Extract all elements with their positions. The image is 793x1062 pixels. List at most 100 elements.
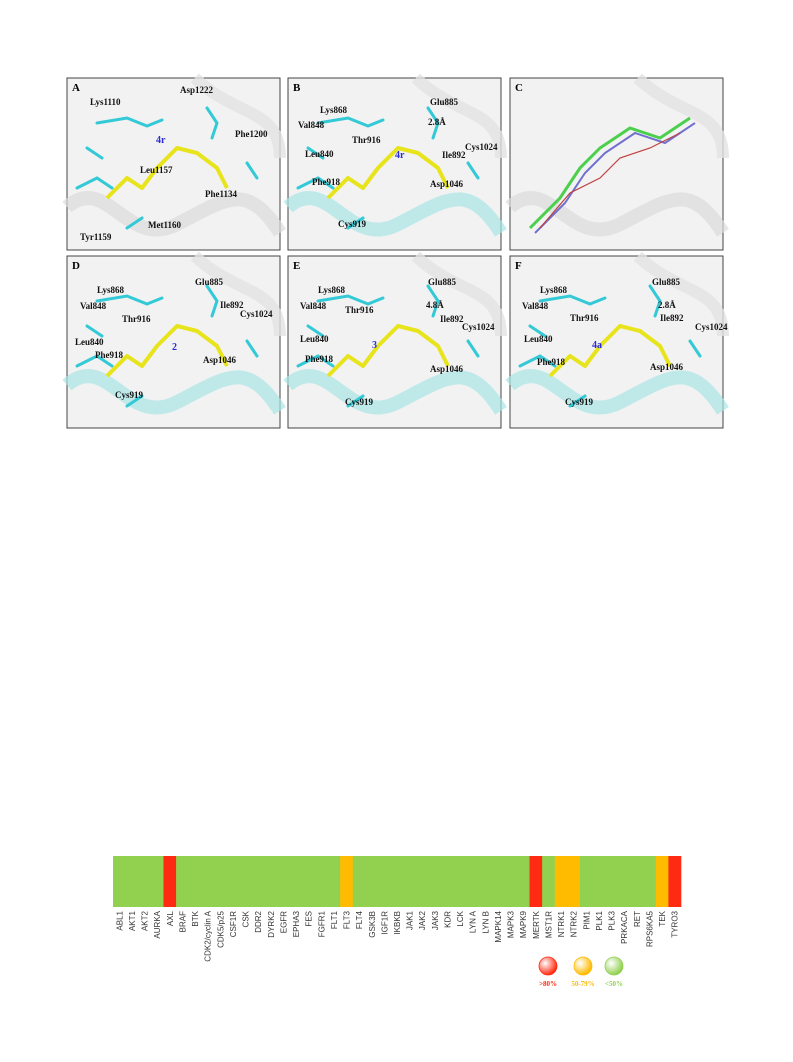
kinase-label: PLK3 xyxy=(608,910,617,930)
heatmap-cell xyxy=(491,856,505,907)
kinase-label: DYRK2 xyxy=(267,910,276,937)
panel: D Glu885 Lys868 Val848 Ile892 Thr916 Cys1024 Le… xyxy=(62,251,286,429)
kinase-label: DDR2 xyxy=(254,910,263,932)
ligand-sticks xyxy=(534,122,696,234)
kinase-label: JAK1 xyxy=(406,910,415,930)
residue-label: Val848 xyxy=(80,301,107,311)
kinase-label: TYRO3 xyxy=(671,910,680,937)
panel: A Lys1110 Asp1222 Phe1200 Leu1157 Phe1134 Tyr1… xyxy=(62,73,286,251)
legend-label: 50-79% xyxy=(571,980,594,988)
ligand-label: 4r xyxy=(156,135,166,146)
kinase-label: LYN B xyxy=(481,911,490,934)
kinase-label: RPS6KA5 xyxy=(645,910,654,947)
panel: B Glu885 Lys868 Val848 2.8Å Thr916 Leu840 Ile89… xyxy=(283,73,507,251)
heatmap-cell xyxy=(428,856,442,907)
residue-label: Leu840 xyxy=(300,334,329,344)
kinase-label: JAK2 xyxy=(418,910,427,930)
kinase-label: NTRK1 xyxy=(557,910,566,937)
residue-label: Thr916 xyxy=(345,305,374,315)
heatmap-cell xyxy=(529,856,543,907)
protein-ribbon xyxy=(505,369,729,415)
ligand-sticks xyxy=(548,324,672,378)
legend-label: <50% xyxy=(605,980,623,988)
heatmap-cell xyxy=(554,856,568,907)
heatmap-cell xyxy=(378,856,391,907)
protein-ribbon xyxy=(190,73,286,159)
ligand-sticks xyxy=(326,324,450,378)
protein-ribbon xyxy=(62,191,286,237)
heatmap-cell xyxy=(643,856,657,907)
residue-label: Leu840 xyxy=(524,334,553,344)
residue-label: Asp1046 xyxy=(203,355,237,365)
protein-ribbon xyxy=(633,73,729,159)
heatmap-cell xyxy=(668,856,682,907)
panel: C xyxy=(505,73,729,251)
residue-label: Tyr1159 xyxy=(80,232,112,242)
kinase-label: ABL1 xyxy=(115,910,124,930)
protein-ribbon xyxy=(411,251,507,337)
legend-label: >80% xyxy=(539,980,557,988)
ligand-sticks xyxy=(528,116,691,230)
kinase-label: LCK xyxy=(456,910,465,926)
residue-label: Asp1046 xyxy=(430,364,464,374)
residue-label: Lys868 xyxy=(540,285,568,295)
heatmap-cell xyxy=(264,856,278,907)
heatmap-cell xyxy=(415,856,429,907)
residue-label: Cys1024 xyxy=(465,142,498,152)
heatmap-cell xyxy=(605,856,619,907)
residue-label: Asp1046 xyxy=(650,362,684,372)
residue-label: Leu1157 xyxy=(140,165,173,175)
kinase-label: TEK xyxy=(658,910,667,926)
kinase-label: MAPK3 xyxy=(507,910,516,938)
residue-sticks xyxy=(296,106,480,230)
kinase-label: MAPK9 xyxy=(519,910,528,938)
heatmap-cell xyxy=(302,856,316,907)
ligand-sticks xyxy=(539,132,681,229)
kinase-label: FGFR1 xyxy=(317,910,326,937)
residue-label: Cys919 xyxy=(115,390,144,400)
panel-letter: F xyxy=(515,260,522,272)
residue-label: Glu885 xyxy=(652,277,681,287)
kinase-label: CDK5/p25 xyxy=(216,910,225,947)
heatmap-cell xyxy=(201,856,215,907)
residue-sticks xyxy=(75,106,259,230)
residue-sticks xyxy=(296,284,480,408)
residue-label: 2.8Å xyxy=(428,117,446,127)
panel-letter: D xyxy=(72,260,80,272)
ligand-label: 4a xyxy=(592,340,602,351)
kinase-label: IGF1R xyxy=(380,911,389,935)
heatmap-cell xyxy=(365,856,379,907)
residue-sticks xyxy=(518,284,702,408)
kinase-label: PRKACA xyxy=(620,910,629,944)
protein-ribbon xyxy=(283,369,507,415)
kinase-label: MST1R xyxy=(544,911,553,938)
residue-label: Val848 xyxy=(522,301,549,311)
residue-label: Asp1046 xyxy=(430,179,464,189)
heatmap-cell xyxy=(277,856,291,907)
residue-label: Thr916 xyxy=(570,313,599,323)
heatmap-cell xyxy=(542,856,556,907)
residue-label: Ile892 xyxy=(660,313,684,323)
residue-label: Cys919 xyxy=(338,219,367,229)
heatmap-cell xyxy=(226,856,240,907)
kinase-label: CSF1R xyxy=(229,911,238,937)
kinase-label: CDK2/cyclin A xyxy=(204,910,213,961)
heatmap-cell xyxy=(567,856,581,907)
residue-label: Cys1024 xyxy=(695,322,728,332)
protein-ribbon xyxy=(62,369,286,415)
kinase-label: AXL xyxy=(166,910,175,926)
heatmap-cell xyxy=(239,856,253,907)
residue-label: Phe1200 xyxy=(235,129,268,139)
kinase-label: RET xyxy=(633,911,642,927)
residue-label: Thr916 xyxy=(352,135,381,145)
heatmap-cell xyxy=(163,856,177,907)
residue-sticks xyxy=(75,284,259,408)
kinase-label: FLT1 xyxy=(330,910,339,929)
residue-label: Ile892 xyxy=(442,150,466,160)
ligand-label: 2 xyxy=(172,342,177,353)
kinase-label: FLT3 xyxy=(343,910,352,929)
residue-label: Lys1110 xyxy=(90,97,121,107)
heatmap-cell xyxy=(580,856,593,907)
residue-label: Glu885 xyxy=(195,277,224,287)
